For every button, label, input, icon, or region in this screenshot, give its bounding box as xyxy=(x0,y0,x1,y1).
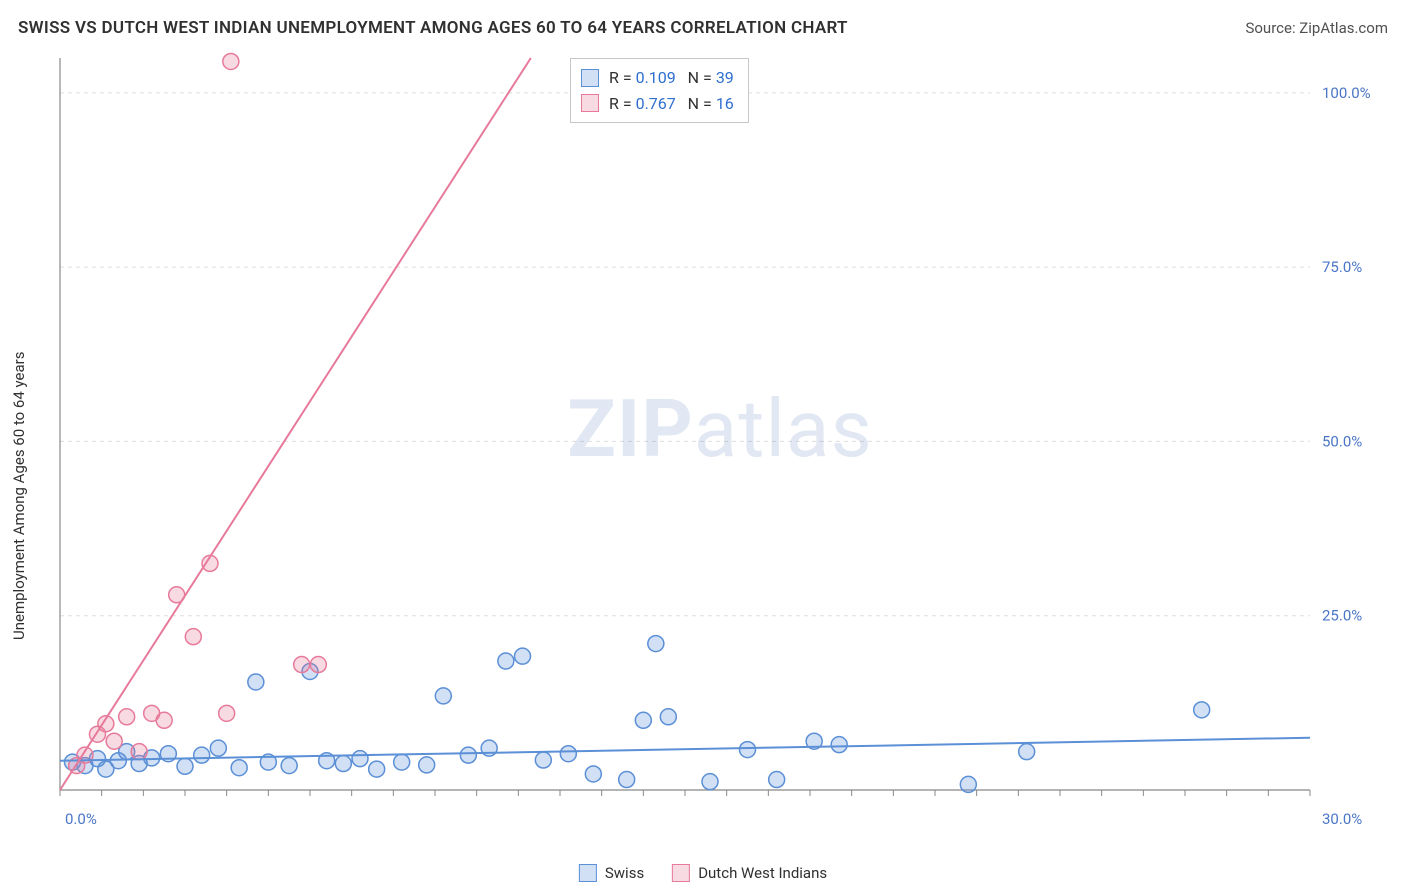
legend-item: Dutch West Indians xyxy=(672,864,827,882)
source-attribution: Source: ZipAtlas.com xyxy=(1245,19,1388,37)
scatter-plot: 25.0%50.0%75.0%100.0%30.0%0.0% ZIPatlas xyxy=(50,50,1390,840)
svg-text:75.0%: 75.0% xyxy=(1322,258,1362,276)
series-swatch xyxy=(581,94,599,112)
legend-label: Swiss xyxy=(605,864,644,882)
legend: Swiss Dutch West Indians xyxy=(579,864,827,882)
svg-text:30.0%: 30.0% xyxy=(1322,810,1362,828)
chart-svg: 25.0% 50.0% 75.0% 100.0% 30.0% 0.0% xyxy=(50,50,1390,840)
legend-item: Swiss xyxy=(579,864,644,882)
stats-row: R = 0.109 N = 39 xyxy=(581,65,734,91)
svg-text:50.0%: 50.0% xyxy=(1322,432,1362,450)
legend-label: Dutch West Indians xyxy=(698,864,827,882)
svg-text:0.0%: 0.0% xyxy=(65,810,97,828)
y-axis-label: Unemployment Among Ages 60 to 64 years xyxy=(10,352,28,640)
chart-title: SWISS VS DUTCH WEST INDIAN UNEMPLOYMENT … xyxy=(18,18,848,38)
correlation-stats-box: R = 0.109 N = 39R = 0.767 N = 16 xyxy=(570,58,749,123)
series-swatch xyxy=(672,864,690,882)
svg-text:100.0%: 100.0% xyxy=(1322,84,1371,102)
series-swatch xyxy=(581,69,599,87)
series-swatch xyxy=(579,864,597,882)
stats-row: R = 0.767 N = 16 xyxy=(581,91,734,117)
svg-text:25.0%: 25.0% xyxy=(1322,607,1362,625)
